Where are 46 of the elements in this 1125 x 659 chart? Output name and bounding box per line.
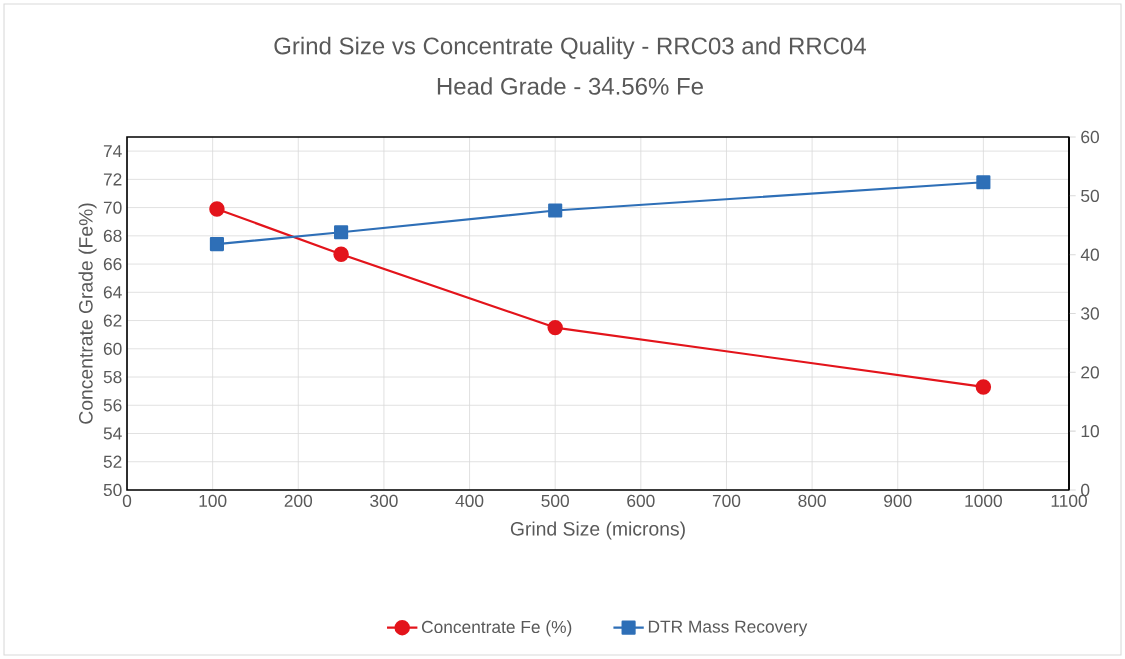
y2-tick-label: 0 [1081, 483, 1090, 497]
y-tick-label: 50 [103, 483, 122, 497]
x-tick-label: 200 [284, 494, 313, 507]
y-tick-label: 74 [103, 145, 122, 158]
y-tick-label: 64 [103, 286, 122, 299]
y-tick-label: 72 [103, 173, 122, 186]
y-tick-label: 54 [103, 427, 122, 440]
x-tick-label: 100 [199, 494, 227, 507]
x-tick-label: 300 [370, 494, 398, 507]
y-tick-label: 68 [103, 229, 122, 242]
y2-tick-label: 20 [1081, 366, 1099, 379]
x-tick-label: 1000 [965, 494, 1002, 507]
x-tick-label: 400 [455, 494, 484, 507]
chart-subtitle: Head Grade - 34.56% Fe [437, 77, 703, 95]
point [333, 246, 349, 262]
y-tick-label: 60 [103, 342, 122, 355]
y2-tick-label: 50 [1081, 189, 1099, 202]
y2-tick-label: 10 [1081, 425, 1099, 438]
x-tick-label: 500 [541, 494, 569, 507]
x-tick-label: 900 [884, 494, 912, 507]
y-tick-label: 62 [103, 314, 122, 327]
x-tick-label: 700 [712, 494, 741, 507]
point [548, 203, 563, 218]
y-tick-label: 70 [103, 201, 122, 214]
y-tick-label: 58 [103, 370, 122, 384]
x-tick-label: 600 [627, 494, 655, 507]
point [976, 175, 991, 190]
y2-tick-label: 60 [1081, 130, 1099, 144]
y-tick-label: 56 [103, 399, 122, 412]
y-tick-label: 66 [103, 257, 122, 271]
y2-tick-label: 30 [1081, 307, 1099, 320]
point [209, 237, 224, 252]
y-axis-title: Concentrate Grade (Fe%) [78, 203, 97, 424]
chart-title: Grind Size vs Concentrate Quality - RRC03 and RRC04 [274, 36, 866, 60]
x-tick-label: 800 [798, 494, 826, 507]
point [975, 379, 992, 395]
point [547, 319, 563, 336]
x-axis-title: Grind Size (microns) [510, 521, 685, 540]
y2-tick-label: 40 [1080, 248, 1099, 261]
legend-label: DTR Mass Recovery [648, 620, 808, 637]
y-tick-label: 52 [103, 455, 122, 468]
x-tick-label: 1100 [1051, 494, 1087, 507]
point [209, 201, 225, 217]
point [334, 225, 349, 240]
x-tick-label: 0 [122, 494, 132, 507]
legend-label: Concentrate Fe (%) [421, 620, 572, 637]
